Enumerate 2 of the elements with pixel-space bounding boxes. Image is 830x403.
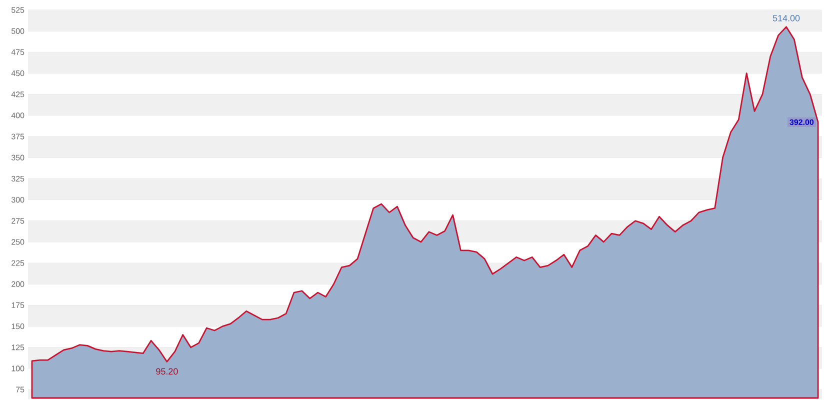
- annotation: 95.20: [156, 368, 178, 375]
- annotation: 514.00: [772, 15, 800, 22]
